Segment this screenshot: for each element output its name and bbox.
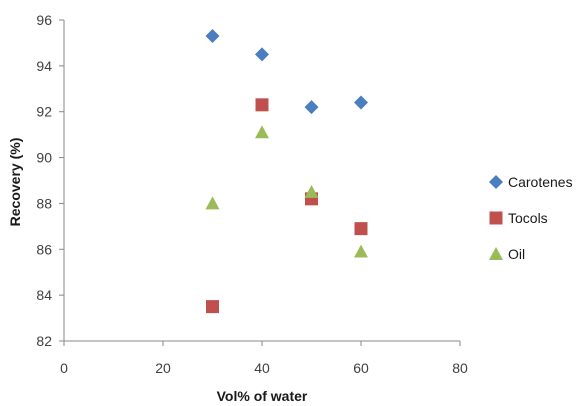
x-tick-label: 60 (353, 360, 369, 376)
carotenes-point (304, 100, 319, 115)
carotenes-point (255, 47, 269, 62)
y-tick-label: 82 (36, 333, 52, 349)
y-tick-label: 96 (36, 12, 52, 28)
legend-label-carotenes: Carotenes (508, 174, 573, 190)
y-axis-title: Recovery (%) (7, 138, 23, 227)
x-tick-label: 0 (60, 360, 68, 376)
tocols-point (255, 98, 269, 112)
legend-label-tocols: Tocols (508, 210, 548, 226)
data-points (205, 29, 368, 314)
carotenes-point (354, 95, 368, 110)
oil-point (205, 196, 220, 210)
legend-marker-oil (489, 247, 503, 260)
y-tick-label: 86 (36, 241, 52, 257)
legend: Carotenes Tocols Oil (489, 174, 573, 262)
axes (63, 20, 460, 342)
x-axis-title: Vol% of water (217, 388, 308, 404)
oil-point (255, 125, 269, 139)
y-tick-label: 88 (36, 195, 52, 211)
oil-point (304, 184, 319, 198)
tocols-point (206, 300, 219, 314)
x-tick-label: 40 (254, 360, 270, 376)
tocols-point (354, 222, 368, 236)
x-tick-label: 80 (452, 360, 468, 376)
oil-point (354, 244, 368, 258)
carotenes-point (205, 29, 220, 44)
legend-label-oil: Oil (508, 246, 525, 262)
y-tick-label: 92 (36, 104, 52, 120)
legend-marker-carotenes (489, 175, 503, 189)
legend-marker-tocols (489, 211, 503, 225)
tick-labels: 82 84 86 88 90 92 94 96 0 20 40 60 80 (36, 12, 468, 376)
y-tick-label: 90 (36, 150, 52, 166)
y-tick-label: 94 (36, 58, 52, 74)
y-tick-label: 84 (36, 287, 52, 303)
x-tick-label: 20 (155, 360, 171, 376)
